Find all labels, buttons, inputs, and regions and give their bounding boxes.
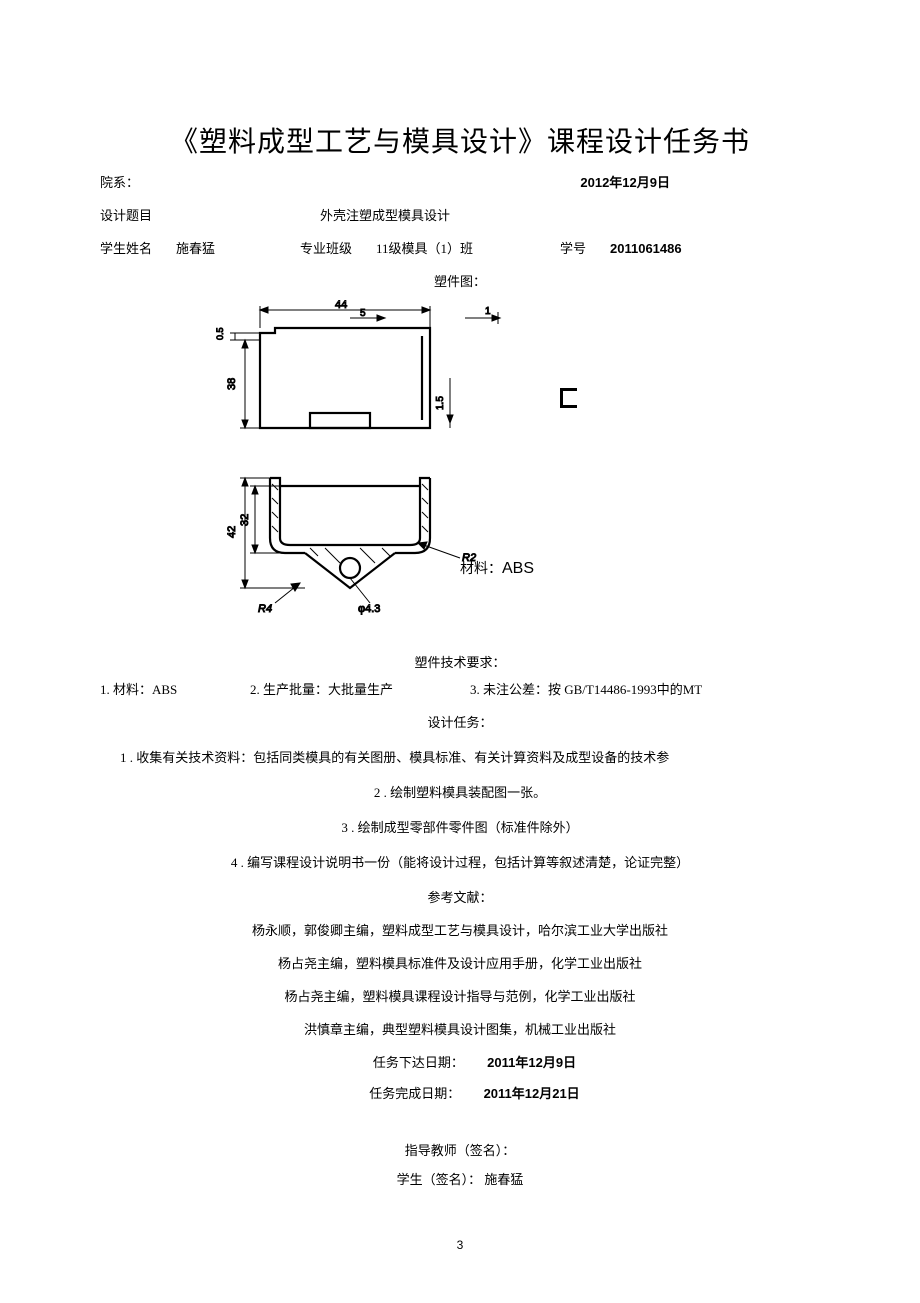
issue-date-row: 任务下达日期： 2011年12月9日 — [100, 1052, 820, 1071]
diagram-label: 塑件图： — [100, 271, 820, 290]
dim-1.5: 1.5 — [435, 396, 446, 410]
tech-item-2: 2. 生产批量：大批量生产 — [250, 679, 470, 698]
drawing-svg: 44 5 1 0.5 38 1.5 — [200, 298, 580, 638]
dim-r4: R4 — [258, 603, 272, 615]
material-label: 材料：ABS — [460, 558, 534, 578]
id-value: 2011061486 — [610, 241, 682, 256]
tech-req-row: 1. 材料：ABS 2. 生产批量：大批量生产 3. 未注公差：按 GB/T14… — [100, 679, 820, 698]
dim-5: 5 — [360, 308, 366, 319]
dim-32: 32 — [239, 514, 251, 526]
student-sign: 学生（签名）： 施春猛 — [100, 1169, 820, 1188]
class-label: 专业班级 — [300, 238, 352, 257]
page-container: 《塑料成型工艺与模具设计》课程设计任务书 院系： 2012年12月9日 设计题目… — [0, 0, 920, 1292]
class-value: 11级模具（1）班 — [376, 238, 473, 257]
done-date-row: 任务完成日期： 2011年12月21日 — [100, 1083, 820, 1102]
name-value: 施春猛 — [176, 238, 215, 257]
dim-44: 44 — [335, 299, 347, 311]
ref-3: 杨占尧主编，塑料模具课程设计指导与范例，化学工业出版社 — [100, 986, 820, 1005]
tech-item-1: 1. 材料：ABS — [100, 679, 250, 698]
name-label: 学生姓名 — [100, 238, 152, 257]
task-3: 3 . 绘制成型零部件零件图（标准件除外） — [100, 817, 820, 836]
ref-2: 杨占尧主编，塑料模具标准件及设计应用手册，化学工业出版社 — [100, 953, 820, 972]
task-1: 1 . 收集有关技术资料：包括同类模具的有关图册、模具标准、有关计算资料及成型设… — [100, 747, 820, 766]
id-label: 学号 — [560, 238, 586, 257]
task-4: 4 . 编写课程设计说明书一份（能将设计过程，包括计算等叙述清楚，论证完整） — [100, 852, 820, 871]
task-2: 2 . 绘制塑料模具装配图一张。 — [100, 782, 820, 801]
dim-42: 42 — [226, 526, 238, 538]
topic-value: 外壳注塑成型模具设计 — [320, 205, 450, 224]
teacher-sign: 指导教师（签名）： — [100, 1140, 820, 1159]
row-student: 学生姓名 施春猛 专业班级 11级模具（1）班 学号 2011061486 — [100, 238, 820, 257]
document-title: 《塑料成型工艺与模具设计》课程设计任务书 — [100, 120, 820, 160]
header-date: 2012年12月9日 — [580, 172, 670, 191]
tech-item-3: 3. 未注公差：按 GB/T14486-1993中的MT — [470, 679, 702, 698]
refs-heading: 参考文献： — [100, 887, 820, 906]
dept-label: 院系： — [100, 172, 139, 191]
ref-4: 洪慎章主编，典型塑料模具设计图集，机械工业出版社 — [100, 1019, 820, 1038]
dim-0.5: 0.5 — [215, 327, 225, 340]
dim-1: 1 — [485, 306, 491, 317]
row-department: 院系： 2012年12月9日 — [100, 172, 820, 191]
topic-label: 设计题目 — [100, 205, 180, 224]
ref-1: 杨永顺，郭俊卿主编，塑料成型工艺与模具设计，哈尔滨工业大学出版社 — [100, 920, 820, 939]
section-mark-icon — [560, 388, 577, 408]
row-topic: 设计题目 外壳注塑成型模具设计 — [100, 205, 820, 224]
dim-38: 38 — [226, 378, 238, 390]
tasks-heading: 设计任务： — [100, 712, 820, 731]
technical-drawing: 44 5 1 0.5 38 1.5 — [100, 298, 820, 638]
tech-req-heading: 塑件技术要求： — [100, 652, 820, 671]
page-number: 3 — [100, 1238, 820, 1252]
dim-phi: φ4.3 — [358, 603, 380, 615]
